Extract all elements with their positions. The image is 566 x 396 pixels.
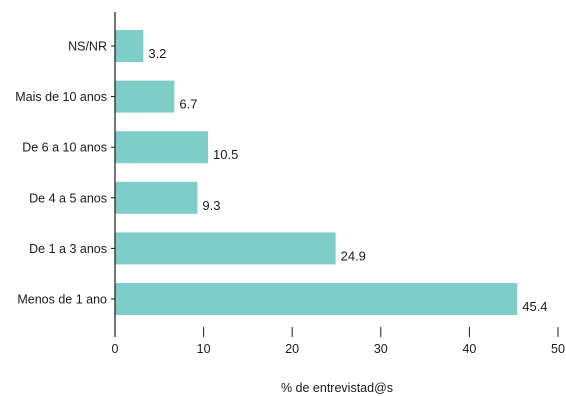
category-label: De 1 a 3 anos bbox=[29, 242, 107, 256]
category-label: Menos de 1 ano bbox=[17, 293, 107, 307]
axes-group bbox=[111, 12, 559, 337]
labels-group: NS/NR 3.2 Mais de 10 anos 6.7 De 6 a 10 anos… bbox=[15, 40, 565, 357]
bars-group bbox=[115, 30, 518, 315]
bar bbox=[115, 80, 175, 113]
x-tick-label: 20 bbox=[285, 342, 299, 356]
bar bbox=[115, 30, 144, 62]
category-label: Mais de 10 anos bbox=[15, 90, 107, 104]
bar bbox=[115, 181, 198, 214]
value-label: 24.9 bbox=[341, 248, 366, 263]
x-tick-label: 30 bbox=[374, 342, 388, 356]
x-tick-label: 0 bbox=[112, 342, 119, 356]
value-label: 9.3 bbox=[202, 198, 220, 213]
category-label: NS/NR bbox=[68, 40, 107, 54]
bar bbox=[115, 131, 209, 164]
x-tick-label: 10 bbox=[197, 342, 211, 356]
bar bbox=[115, 232, 336, 265]
bar bbox=[115, 283, 518, 315]
value-label: 10.5 bbox=[213, 147, 238, 162]
value-label: 6.7 bbox=[179, 97, 197, 112]
x-tick-label: 40 bbox=[462, 342, 476, 356]
category-label: De 4 a 5 anos bbox=[29, 191, 107, 205]
x-tick-label: 50 bbox=[551, 342, 565, 356]
value-label: 45.4 bbox=[522, 299, 547, 314]
x-axis-title: % de entrevistad@s bbox=[281, 381, 393, 395]
category-label: De 6 a 10 anos bbox=[22, 141, 107, 155]
value-label: 3.2 bbox=[148, 46, 166, 61]
